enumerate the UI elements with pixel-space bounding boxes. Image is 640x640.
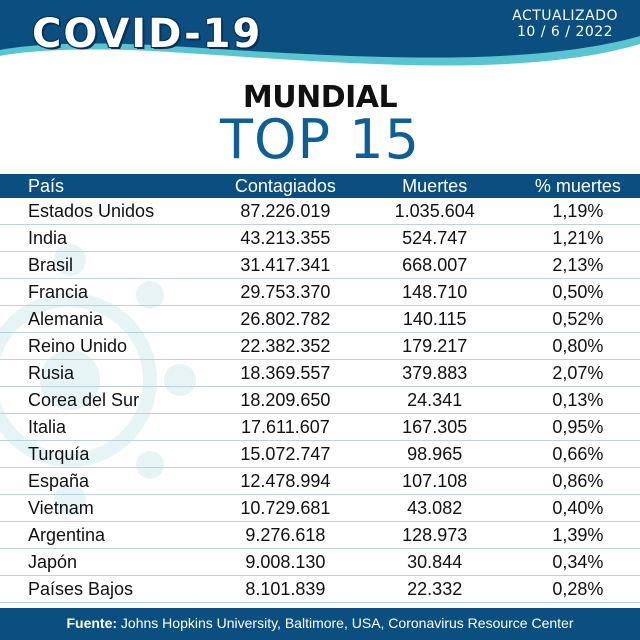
cell-deaths: 107.108	[353, 467, 516, 495]
cell-cases: 10.729.681	[217, 494, 354, 522]
cell-death-rate: 0,95%	[515, 413, 640, 441]
cell-cases: 9.276.618	[217, 521, 354, 549]
cell-death-rate: 0,86%	[515, 467, 640, 495]
cell-cases: 8.101.839	[217, 575, 354, 603]
cell-cases: 26.802.782	[217, 305, 354, 333]
cell-cases: 29.753.370	[217, 278, 354, 306]
cell-country: India	[0, 224, 218, 252]
cell-deaths: 22.332	[353, 575, 516, 603]
covid-logo: COVID-19	[32, 11, 263, 57]
table-row: Turquía 15.072.747 98.965 0,66%	[0, 440, 640, 468]
cell-cases: 18.209.650	[217, 386, 354, 414]
table-row: Francia 29.753.370 148.710 0,50%	[0, 278, 640, 306]
cell-cases: 22.382.352	[217, 332, 354, 360]
cell-country: Japón	[0, 548, 218, 576]
cell-country: Brasil	[0, 251, 218, 279]
cell-death-rate: 2,07%	[515, 359, 640, 387]
cell-cases: 17.611.607	[217, 413, 354, 441]
column-header-deaths: Muertes	[402, 175, 468, 196]
cell-country: España	[0, 467, 218, 495]
cell-deaths: 148.710	[353, 278, 516, 306]
cell-deaths: 524.747	[353, 224, 516, 252]
column-header-death-rate: % muertes	[534, 175, 621, 196]
cell-country: Corea del Sur	[0, 386, 218, 414]
cell-cases: 31.417.341	[217, 251, 354, 279]
cell-cases: 43.213.355	[217, 224, 354, 252]
cell-death-rate: 0,50%	[515, 278, 640, 306]
cell-death-rate: 0,66%	[515, 440, 640, 468]
table-row: Países Bajos 8.101.839 22.332 0,28%	[0, 575, 640, 603]
cell-deaths: 167.305	[353, 413, 516, 441]
header-banner: COVID-19 ACTUALIZADO 10 / 6 / 2022	[0, 0, 640, 80]
cell-death-rate: 0,34%	[515, 548, 640, 576]
cell-deaths: 43.082	[353, 494, 516, 522]
column-header-country: País	[28, 175, 65, 196]
cell-deaths: 179.217	[353, 332, 516, 360]
cell-cases: 87.226.019	[217, 198, 354, 225]
table-row: India 43.213.355 524.747 1,21%	[0, 224, 640, 252]
table-row: Reino Unido 22.382.352 179.217 0,80%	[0, 332, 640, 360]
cell-deaths: 128.973	[353, 521, 516, 549]
cell-death-rate: 0,52%	[515, 305, 640, 333]
cell-deaths: 140.115	[353, 305, 516, 333]
cell-death-rate: 0,40%	[515, 494, 640, 522]
table-row: Brasil 31.417.341 668.007 2,13%	[0, 251, 640, 279]
source-text: Johns Hopkins University, Baltimore, USA…	[117, 615, 574, 631]
cell-cases: 18.369.557	[217, 359, 354, 387]
table-row: Vietnam 10.729.681 43.082 0,40%	[0, 494, 640, 522]
table-row: Estados Unidos 87.226.019 1.035.604 1,19%	[0, 198, 640, 225]
cell-death-rate: 1,21%	[515, 224, 640, 252]
cell-country: Países Bajos	[0, 575, 218, 603]
table-row: Alemania 26.802.782 140.115 0,52%	[0, 305, 640, 333]
table-row: Argentina 9.276.618 128.973 1,39%	[0, 521, 640, 549]
headline-title: TOP 15	[220, 108, 420, 171]
cell-country: Rusia	[0, 359, 218, 387]
updated-label: ACTUALIZADO	[512, 8, 618, 24]
cell-death-rate: 2,13%	[515, 251, 640, 279]
cell-country: Vietnam	[0, 494, 218, 522]
cell-deaths: 30.844	[353, 548, 516, 576]
cell-country: Estados Unidos	[0, 198, 218, 225]
cell-cases: 15.072.747	[217, 440, 354, 468]
cell-death-rate: 0,13%	[515, 386, 640, 414]
cell-deaths: 24.341	[353, 386, 516, 414]
cell-death-rate: 0,80%	[515, 332, 640, 360]
table-row: Italia 17.611.607 167.305 0,95%	[0, 413, 640, 441]
cell-cases: 12.478.994	[217, 467, 354, 495]
source-footer: Fuente: Johns Hopkins University, Baltim…	[0, 608, 640, 640]
cell-country: Italia	[0, 413, 218, 441]
table-row: España 12.478.994 107.108 0,86%	[0, 467, 640, 495]
updated-date: 10 / 6 / 2022	[517, 24, 614, 40]
cell-death-rate: 0,28%	[515, 575, 640, 603]
cell-deaths: 98.965	[353, 440, 516, 468]
cell-deaths: 379.883	[353, 359, 516, 387]
top15-table: País Contagiados Muertes % muertes Estad…	[0, 174, 640, 603]
table-header-row: País Contagiados Muertes % muertes	[0, 174, 640, 198]
table-row: Rusia 18.369.557 379.883 2,07%	[0, 359, 640, 387]
table-row: Corea del Sur 18.209.650 24.341 0,13%	[0, 386, 640, 414]
updated-stamp: ACTUALIZADO 10 / 6 / 2022	[512, 8, 618, 40]
table-row: Japón 9.008.130 30.844 0,34%	[0, 548, 640, 576]
cell-country: Turquía	[0, 440, 218, 468]
cell-deaths: 668.007	[353, 251, 516, 279]
header-wave-background	[0, 0, 640, 80]
cell-death-rate: 1,39%	[515, 521, 640, 549]
cell-deaths: 1.035.604	[353, 198, 516, 225]
cell-death-rate: 1,19%	[515, 198, 640, 225]
source-label: Fuente:	[66, 615, 118, 631]
scope-title: MUNDIAL	[242, 80, 398, 115]
cell-country: Alemania	[0, 305, 218, 333]
cell-country: Francia	[0, 278, 218, 306]
column-header-cases: Contagiados	[234, 175, 336, 196]
cell-country: Reino Unido	[0, 332, 218, 360]
cell-country: Argentina	[0, 521, 218, 549]
cell-cases: 9.008.130	[217, 548, 354, 576]
